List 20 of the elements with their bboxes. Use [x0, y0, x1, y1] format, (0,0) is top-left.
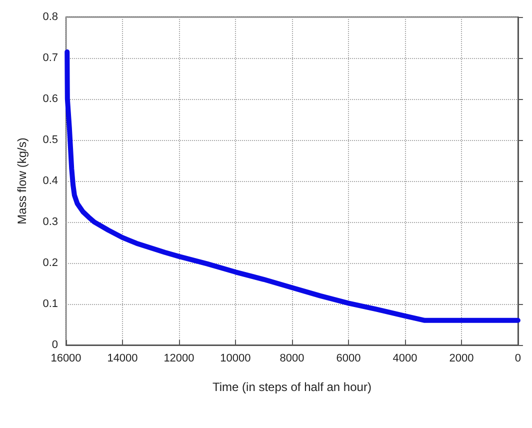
y-tick-label: 0 — [52, 339, 58, 351]
y-tick-label: 0.2 — [42, 257, 58, 269]
y-tick-label: 0.1 — [42, 298, 58, 310]
y-axis-title: Mass flow (kg/s) — [15, 138, 29, 224]
x-tick-label: 6000 — [336, 352, 361, 364]
x-tick-label: 12000 — [164, 352, 194, 364]
y-tick-label: 0.6 — [42, 93, 58, 105]
y-tick-label: 0.4 — [42, 175, 58, 187]
x-tick-label: 4000 — [392, 352, 418, 364]
x-tick-label: 0 — [514, 352, 522, 364]
y-tick-label: 0.7 — [42, 52, 58, 64]
x-tick-label: 14000 — [107, 352, 138, 364]
y-tick-label: 0.3 — [42, 216, 58, 228]
x-tick-label: 10000 — [220, 352, 251, 364]
x-tick-label: 8000 — [280, 352, 304, 364]
y-tick-label: 0.5 — [42, 134, 58, 146]
x-axis-title: Time (in steps of half an hour) — [212, 380, 372, 394]
y-tick-label: 0.8 — [42, 11, 58, 23]
x-tick-label: 2000 — [449, 352, 474, 364]
x-tick-label: 16000 — [50, 352, 82, 364]
